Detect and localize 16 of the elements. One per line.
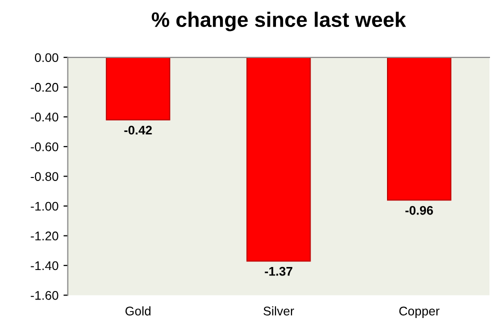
y-tick-label: -0.40 [30,112,58,122]
y-tick-label: -1.40 [30,261,58,270]
y-tick-label: -0.60 [30,142,58,152]
y-tick-label: -1.00 [30,202,58,211]
y-tick-label: -1.20 [30,232,58,240]
data-label: -0.96 [405,206,433,215]
x-tick-label: Silver [264,306,294,316]
y-tick-label: -0.20 [30,82,58,92]
chart-title: % change since last week [152,12,406,32]
y-tick-label: -0.80 [30,172,58,181]
x-tick-label: Copper [399,306,440,318]
data-label: -1.37 [264,266,292,276]
x-tick-label: Gold [125,306,150,316]
y-tick-label: -1.60 [30,291,58,300]
data-label: -0.42 [124,126,152,135]
y-tick-label: 0.00 [34,53,58,62]
